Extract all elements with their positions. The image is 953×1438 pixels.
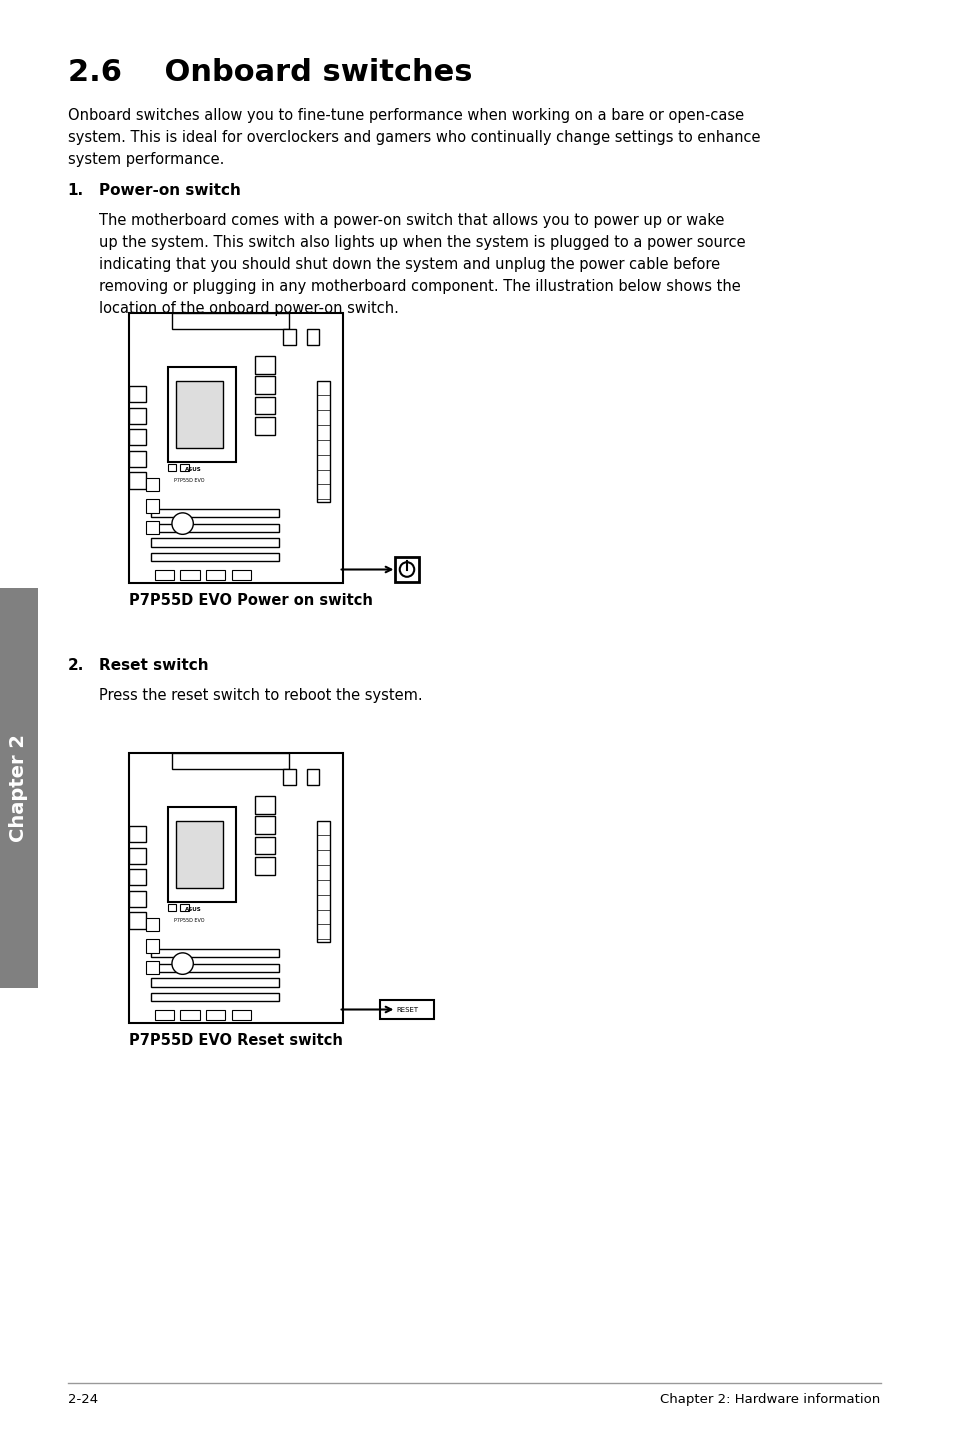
Bar [129, 825, 146, 843]
Text: Press the reset switch to reboot the system.: Press the reset switch to reboot the sys… [99, 687, 422, 703]
Bar [306, 769, 319, 785]
Bar [180, 464, 189, 472]
Bar [129, 385, 146, 403]
Text: Chapter 2: Chapter 2 [10, 733, 29, 843]
Text: ASUS: ASUS [185, 907, 201, 912]
Bar [151, 554, 278, 561]
Text: Power-on switch: Power-on switch [99, 183, 241, 198]
Bar [255, 357, 274, 374]
Bar [146, 917, 159, 932]
Bar [129, 890, 146, 907]
Text: P7P55D EVO Reset switch: P7P55D EVO Reset switch [129, 1032, 343, 1048]
Bar [255, 817, 274, 834]
Text: RESET: RESET [395, 1007, 417, 1012]
Text: Reset switch: Reset switch [99, 659, 209, 673]
Text: 2-24: 2-24 [68, 1393, 97, 1406]
Bar [255, 377, 274, 394]
Bar [129, 429, 146, 446]
Bar [206, 569, 225, 581]
Bar [129, 472, 146, 489]
Bar [151, 538, 278, 546]
Bar [146, 939, 159, 953]
Bar [395, 558, 418, 581]
Bar [129, 912, 146, 929]
Bar [206, 1009, 225, 1021]
Bar [151, 978, 278, 986]
Bar [317, 381, 330, 502]
Circle shape [172, 953, 193, 975]
Bar [168, 807, 235, 902]
Bar [306, 329, 319, 345]
Bar [151, 963, 278, 972]
Bar [283, 769, 295, 785]
Text: P7P55D EVO: P7P55D EVO [173, 917, 204, 923]
Bar [380, 999, 434, 1020]
Text: P7P55D EVO: P7P55D EVO [173, 477, 204, 483]
Bar [129, 407, 146, 424]
Text: 2.6    Onboard switches: 2.6 Onboard switches [68, 58, 472, 88]
Bar [129, 869, 146, 886]
Bar [129, 847, 146, 864]
Bar [255, 797, 274, 814]
Bar [180, 569, 199, 581]
Bar [255, 837, 274, 854]
Bar [129, 450, 146, 467]
Bar [0, 588, 38, 988]
Text: location of the onboard power-on switch.: location of the onboard power-on switch. [99, 301, 399, 316]
Text: system. This is ideal for overclockers and gamers who continually change setting: system. This is ideal for overclockers a… [68, 129, 760, 145]
Bar [129, 313, 342, 582]
Text: Chapter 2: Hardware information: Chapter 2: Hardware information [659, 1393, 880, 1406]
Circle shape [172, 513, 193, 535]
Bar [255, 397, 274, 414]
Text: P7P55D EVO Power on switch: P7P55D EVO Power on switch [129, 592, 373, 608]
Text: removing or plugging in any motherboard component. The illustration below shows : removing or plugging in any motherboard … [99, 279, 740, 293]
Bar [151, 523, 278, 532]
Bar [232, 569, 251, 581]
Bar [255, 417, 274, 434]
Bar [176, 821, 223, 889]
Bar [180, 905, 189, 910]
Text: Onboard switches allow you to fine-tune performance when working on a bare or op: Onboard switches allow you to fine-tune … [68, 108, 743, 124]
Bar [146, 961, 159, 975]
Bar [154, 569, 173, 581]
Bar [146, 477, 159, 492]
Bar [317, 821, 330, 942]
Text: indicating that you should shut down the system and unplug the power cable befor: indicating that you should shut down the… [99, 257, 720, 272]
Bar [151, 994, 278, 1001]
Bar [154, 1009, 173, 1021]
Bar [232, 1009, 251, 1021]
Bar [129, 754, 342, 1022]
Bar [180, 1009, 199, 1021]
Bar [146, 521, 159, 535]
Bar [283, 329, 295, 345]
Text: up the system. This switch also lights up when the system is plugged to a power : up the system. This switch also lights u… [99, 234, 745, 250]
Text: The motherboard comes with a power-on switch that allows you to power up or wake: The motherboard comes with a power-on sw… [99, 213, 724, 229]
Bar [168, 905, 176, 910]
Bar [168, 464, 176, 472]
Bar [255, 857, 274, 874]
Bar [151, 509, 278, 516]
Bar [168, 367, 235, 462]
Bar [176, 381, 223, 449]
Text: system performance.: system performance. [68, 152, 224, 167]
Text: 2.: 2. [68, 659, 84, 673]
Bar [172, 313, 289, 329]
Text: 1.: 1. [68, 183, 84, 198]
Text: ASUS: ASUS [185, 467, 201, 472]
Bar [172, 754, 289, 769]
Bar [146, 499, 159, 513]
Bar [151, 949, 278, 956]
